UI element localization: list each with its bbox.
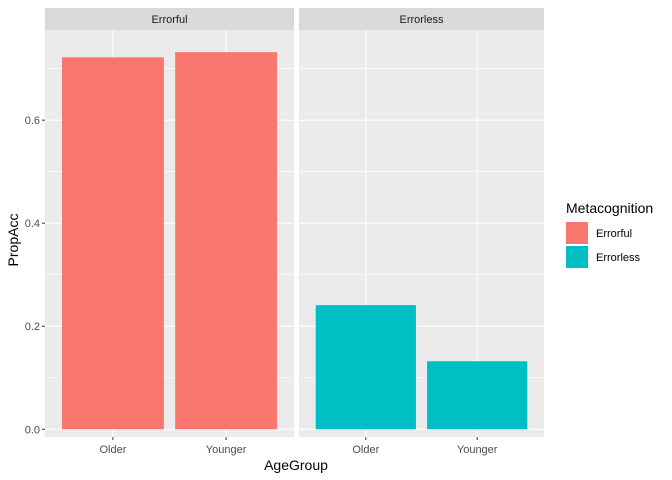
y-axis-title: PropAcc <box>5 214 21 267</box>
legend-title: Metacognition <box>566 200 653 216</box>
y-tick-label: 0.2 <box>25 321 40 333</box>
legend-label-errorful: Errorful <box>596 228 632 240</box>
facet-strip-label: Errorless <box>399 14 444 26</box>
bar-errorless-older <box>315 305 416 430</box>
facet-panel-errorful: Errorful Older Younger <box>45 8 294 456</box>
x-axis-title: AgeGroup <box>264 457 328 473</box>
y-axis: 0.0 0.2 0.4 0.6 <box>25 115 45 436</box>
bar-errorful-younger <box>175 52 278 430</box>
legend-key-errorless <box>566 246 588 268</box>
facet-panels: Errorful Older Younger Errorless Older Younge… <box>45 8 544 456</box>
legend-key-errorful <box>566 222 588 244</box>
facet-strip-label: Errorful <box>151 14 187 26</box>
legend-label-errorless: Errorless <box>596 252 641 264</box>
legend: Metacognition Errorful Errorless <box>566 200 653 268</box>
x-tick-label: Older <box>352 444 379 456</box>
bar-errorless-younger <box>427 361 528 430</box>
facet-strip <box>299 8 544 30</box>
facet-panel-errorless: Errorless Older Younger <box>299 8 544 456</box>
y-tick-label: 0.6 <box>25 115 40 127</box>
facet-strip <box>45 8 294 30</box>
x-tick-label: Younger <box>457 444 498 456</box>
y-tick-label: 0.0 <box>25 424 40 436</box>
x-tick-label: Older <box>99 444 126 456</box>
x-tick-label: Younger <box>206 444 247 456</box>
bar-errorful-older <box>61 57 164 430</box>
y-tick-label: 0.4 <box>25 218 40 230</box>
